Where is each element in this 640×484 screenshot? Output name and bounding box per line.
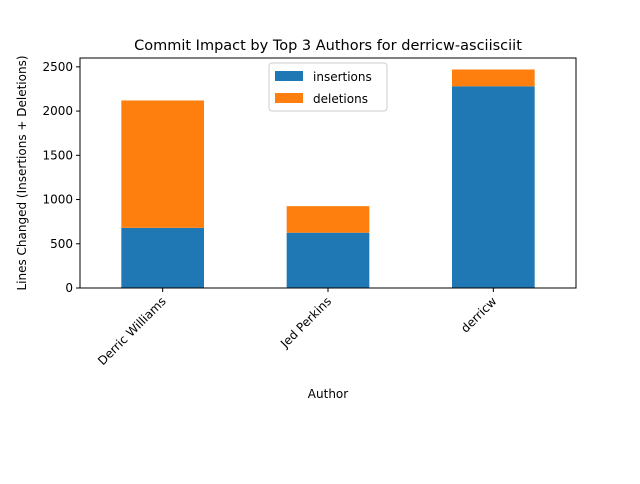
bar-deletions-1 (286, 206, 370, 233)
y-tick-label: 2500 (42, 60, 73, 74)
x-tick-label: derricw (458, 294, 499, 335)
bar-deletions-0 (121, 100, 204, 228)
legend: insertions deletions (268, 62, 388, 112)
y-tick-label: 0 (65, 281, 73, 295)
x-axis-label: Author (308, 387, 348, 401)
y-tick-label: 500 (50, 237, 73, 251)
bar-deletions-2 (452, 69, 535, 87)
bar-insertions-0 (121, 227, 204, 288)
chart-title: Commit Impact by Top 3 Authors for derri… (134, 38, 522, 54)
x-tick-label: Derric Williams (95, 294, 169, 368)
legend-swatch-deletions (275, 93, 303, 103)
bar-insertions-1 (286, 232, 370, 288)
bar-insertions-2 (452, 86, 535, 288)
legend-label-deletions: deletions (313, 92, 368, 106)
y-tick-label: 2000 (42, 104, 73, 118)
y-axis-label: Lines Changed (Insertions + Deletions) (15, 55, 29, 290)
bars-layer (121, 69, 535, 288)
x-tick-label: Jed Perkins (277, 294, 334, 351)
y-tick-label: 1500 (42, 148, 73, 162)
y-tick-label: 1000 (42, 193, 73, 207)
legend-swatch-insertions (275, 71, 303, 81)
legend-label-insertions: insertions (313, 70, 372, 84)
